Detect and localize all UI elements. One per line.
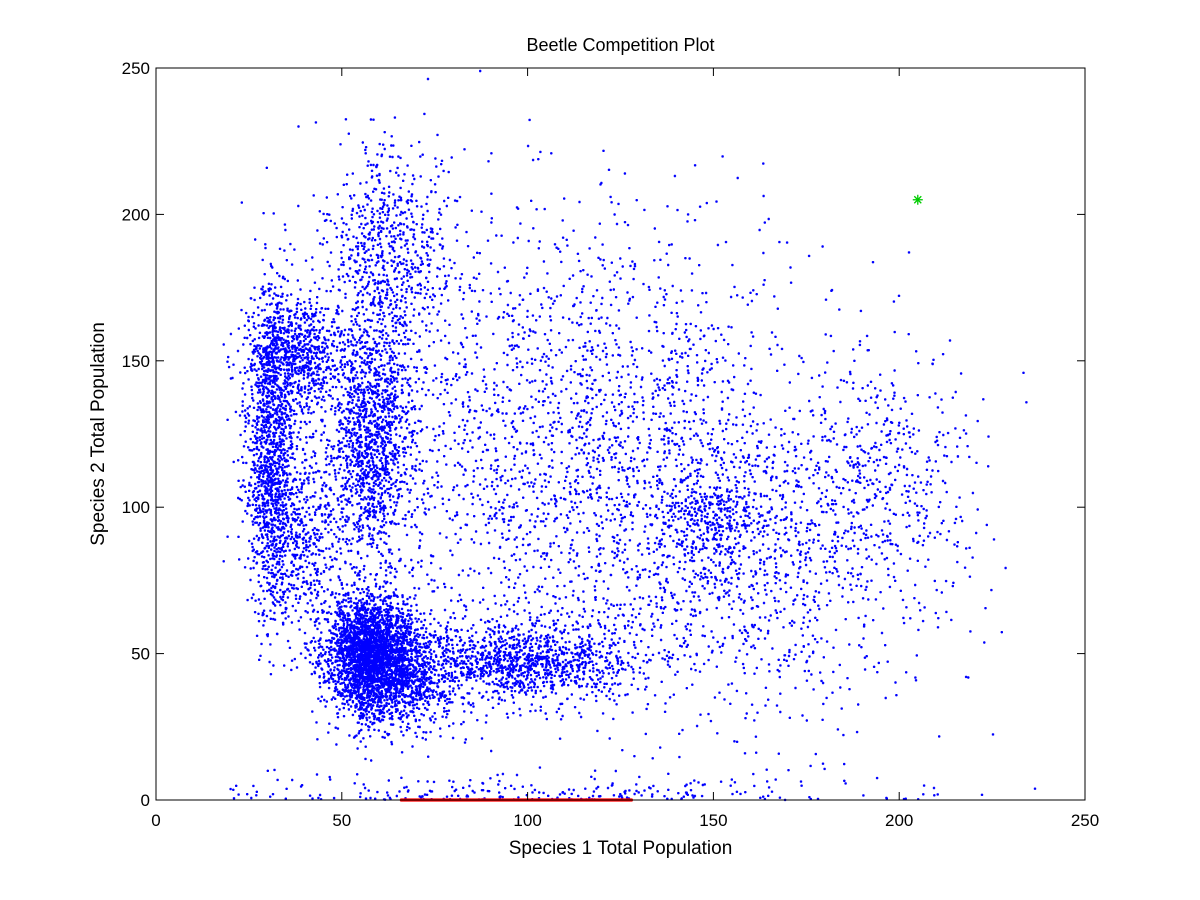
y-axis-label: Species 2 Total Population (88, 322, 109, 546)
y-tick-label: 150 (122, 352, 150, 371)
series-point-green-asterisk (912, 194, 923, 205)
y-tick-label: 0 (141, 791, 150, 810)
y-tick-label: 50 (131, 645, 150, 664)
y-tick-label: 250 (122, 59, 150, 78)
series-points-blue (222, 69, 1037, 802)
y-tick-label: 200 (122, 205, 150, 224)
x-tick-label: 50 (332, 811, 351, 830)
x-axis-label: Species 1 Total Population (509, 838, 733, 859)
x-tick-label: 100 (513, 811, 541, 830)
y-tick-label: 100 (122, 498, 150, 517)
x-tick-label: 250 (1071, 811, 1099, 830)
ticks-layer: 0 50 100 150 200 250 0 50 100 150 200 250 (122, 59, 1100, 830)
x-tick-label: 150 (699, 811, 727, 830)
x-tick-label: 0 (151, 811, 160, 830)
plot-frame (155, 67, 1086, 801)
chart-title: Beetle Competition Plot (526, 35, 714, 55)
x-tick-label: 200 (885, 811, 913, 830)
